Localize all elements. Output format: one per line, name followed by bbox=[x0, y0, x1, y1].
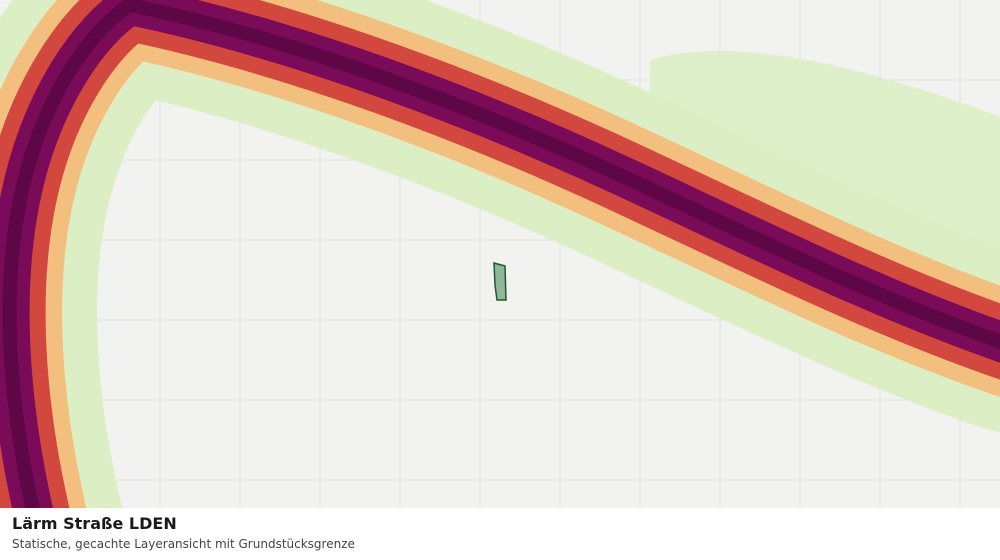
parcel-boundary bbox=[493, 262, 507, 301]
noise-layer bbox=[0, 0, 1000, 508]
layer-title: Lärm Straße LDEN bbox=[12, 514, 177, 533]
noise-zone-extreme bbox=[2, 0, 1000, 508]
info-panel: Lärm Straße LDEN Statische, gecachte Lay… bbox=[0, 508, 1000, 560]
layer-subtitle: Statische, gecachte Layeransicht mit Gru… bbox=[12, 537, 355, 551]
map-canvas bbox=[0, 0, 1000, 508]
